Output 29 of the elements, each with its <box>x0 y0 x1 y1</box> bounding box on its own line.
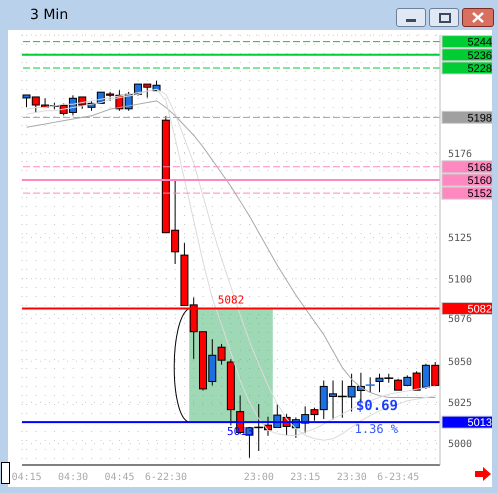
x-tick-label: 23:15 <box>290 472 320 484</box>
y-tick-label: 5050 <box>448 356 472 368</box>
chart-title: 3 Min <box>30 7 68 23</box>
ref-line-label: 5013 <box>468 417 492 430</box>
y-tick-label: 5000 <box>448 439 472 450</box>
ref-line-label: 5082 <box>468 303 492 316</box>
y-tick-label: 5025 <box>448 398 472 409</box>
x-tick-label: 04:30 <box>58 472 88 484</box>
x-tick-label: 04:45 <box>104 472 135 484</box>
ref-line-label: 5152 <box>468 188 492 200</box>
ref-line-label: 5160 <box>468 174 492 187</box>
ref-line-label: 5198 <box>468 112 492 124</box>
ref-line-label: 5244 <box>468 36 492 49</box>
y-tick-label: 5100 <box>448 274 472 286</box>
x-tick-label: 6-22:30 <box>144 472 188 484</box>
annotation: 5082 <box>218 293 244 306</box>
y-tick-label: 5176 <box>448 149 472 160</box>
annotation: 5013 <box>227 424 254 438</box>
ref-line-label: 5168 <box>468 162 492 174</box>
y-tick-label: 5076 <box>448 314 472 325</box>
ref-line-label: 5236 <box>468 50 492 62</box>
x-tick-label: 23:00 <box>244 472 274 484</box>
annotation: $0.69 <box>356 398 398 414</box>
ref-line-label: 5228 <box>468 62 492 75</box>
y-tick-label: 5125 <box>448 233 472 244</box>
x-tick-label: 6-23:45 <box>377 472 420 484</box>
annotation: 1.36 % <box>354 422 398 436</box>
x-tick-label: 23:30 <box>336 472 367 484</box>
x-tick-label: 04:15 <box>12 472 42 484</box>
